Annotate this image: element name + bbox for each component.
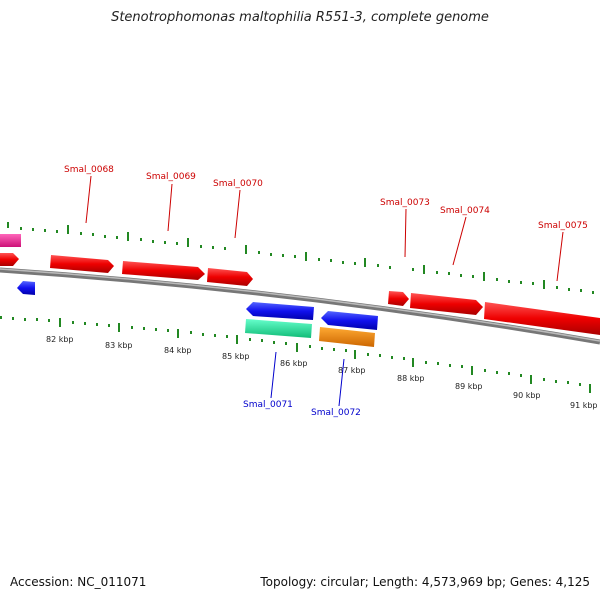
gene-label-smal-0068[interactable]: Smal_0068 [64,165,114,175]
lower-tick-track [0,316,591,393]
gene-smal-0072-reverse [321,311,378,330]
gene-smal-0069 [122,261,205,280]
gene-smal-0070 [207,268,253,286]
gene-label-smal-0073[interactable]: Smal_0073 [380,198,430,208]
gene-smal-0075 [484,302,600,335]
gene-smal-0071 [245,319,312,338]
gene-label-smal-0070[interactable]: Smal_0070 [213,179,263,189]
accession-text: Accession: NC_011071 [10,575,147,589]
scale-label: 88 kbp [397,374,425,383]
genome-backbone [0,267,600,345]
upper-tick-track [7,222,594,294]
scale-label: 82 kbp [46,335,74,344]
map-title: Stenotrophomonas maltophilia R551-3, com… [111,10,489,25]
scale-label: 90 kbp [513,391,541,400]
gene-smal-0068 [50,255,114,273]
gene-label-smal-0072[interactable]: Smal_0072 [311,408,361,418]
gene-pink [0,234,21,247]
scale-label: 83 kbp [105,341,133,350]
scale-label: 89 kbp [455,382,483,391]
genome-summary-text: Topology: circular; Length: 4,573,969 bp… [260,575,590,589]
forward-genes [0,234,600,335]
scale-label: 85 kbp [222,352,250,361]
scale-label: 84 kbp [164,346,192,355]
scale-label: 91 kbp [570,401,598,410]
gene-label-smal-0071[interactable]: Smal_0071 [243,400,293,410]
gene-smal-0072 [319,327,375,347]
gene-smal-0073 [388,291,409,306]
reverse-genes [17,281,378,347]
top-gene-labels: Smal_0068 Smal_0069 Smal_0070 Smal_0073 … [64,165,588,282]
gene-arrow-left-edge [0,253,19,266]
scale-label: 87 kbp [338,366,366,375]
gene-smal-0074 [410,293,483,315]
gene-label-smal-0074[interactable]: Smal_0074 [440,206,490,216]
gene-label-smal-0069[interactable]: Smal_0069 [146,172,196,182]
bottom-gene-labels: Smal_0071 Smal_0072 [243,351,361,418]
gene-smal-0071-reverse [246,302,314,320]
scale-label: 86 kbp [280,359,308,368]
gene-label-smal-0075[interactable]: Smal_0075 [538,221,588,231]
gene-reverse-small [17,281,35,295]
